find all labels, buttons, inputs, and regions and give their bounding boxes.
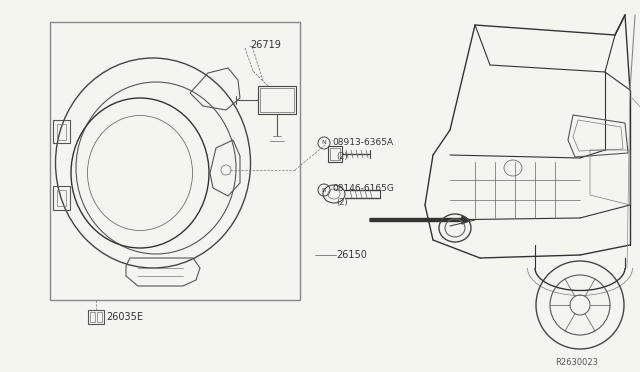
Text: 08146-6165G: 08146-6165G (332, 184, 394, 193)
Text: N: N (322, 141, 326, 145)
Text: (2): (2) (336, 152, 348, 161)
Text: B: B (322, 187, 326, 192)
Bar (50, 22, 300, 300)
Bar (90, 312, 95, 322)
Text: 26150: 26150 (336, 250, 367, 260)
Bar (328, 146, 342, 162)
Text: 08913-6365A: 08913-6365A (332, 138, 393, 147)
Bar (57, 124, 66, 140)
Text: 26035E: 26035E (106, 312, 143, 322)
Bar (97, 312, 102, 322)
Bar (260, 88, 294, 112)
Text: R2630023: R2630023 (555, 358, 598, 367)
Bar (57, 190, 66, 206)
Text: (2): (2) (336, 198, 348, 207)
Bar (88, 310, 104, 324)
Bar (330, 148, 340, 160)
Bar (258, 86, 296, 114)
Text: 26719: 26719 (250, 40, 281, 50)
FancyArrow shape (370, 216, 470, 224)
